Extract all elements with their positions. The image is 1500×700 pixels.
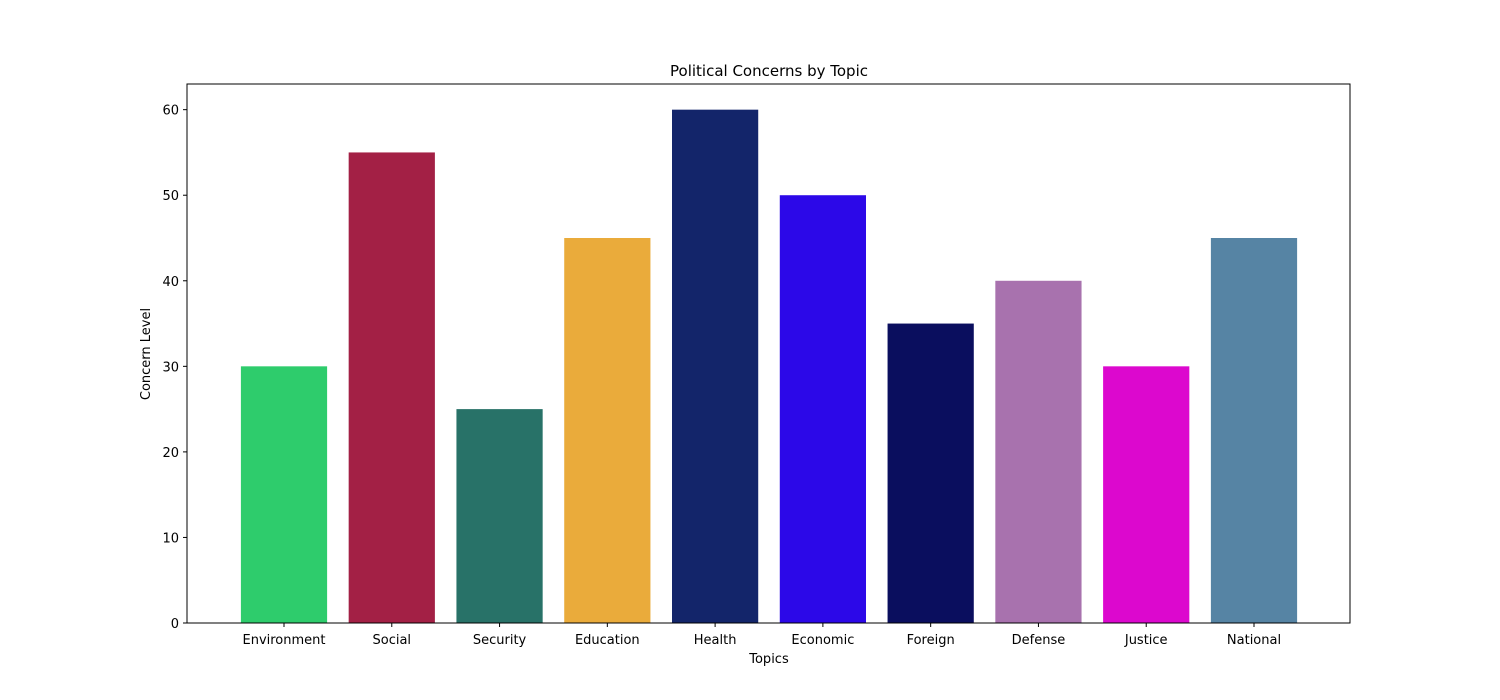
bar-economic bbox=[779, 195, 866, 623]
bar-environment bbox=[240, 366, 328, 623]
bar-security bbox=[456, 409, 543, 623]
bar-education bbox=[564, 238, 651, 623]
y-tick-label: 30 bbox=[162, 360, 179, 375]
x-axis: Environment Social Security Education Health… bbox=[242, 623, 1281, 648]
y-tick-label: 10 bbox=[162, 531, 179, 546]
plot-frame bbox=[186, 83, 1351, 624]
bars-group bbox=[240, 109, 1298, 624]
x-tick-label: Justice bbox=[1124, 633, 1168, 648]
x-tick-label: Foreign bbox=[907, 633, 955, 648]
x-tick-label: Defense bbox=[1012, 633, 1066, 648]
bar-national bbox=[1210, 238, 1298, 623]
y-tick-label: 0 bbox=[171, 617, 179, 632]
x-tick-label: Security bbox=[473, 633, 527, 648]
y-axis-label: Concern Level bbox=[139, 308, 154, 400]
y-axis: 0 10 20 30 40 50 60 bbox=[162, 104, 187, 632]
bar-justice bbox=[1103, 366, 1190, 623]
x-tick-label: Education bbox=[575, 633, 640, 648]
bar-foreign bbox=[887, 323, 974, 623]
x-tick-label: National bbox=[1227, 633, 1281, 648]
x-tick-label: Environment bbox=[242, 633, 325, 648]
x-tick-label: Social bbox=[373, 633, 412, 648]
y-tick-label: 20 bbox=[162, 446, 179, 461]
y-tick-label: 50 bbox=[162, 189, 179, 204]
x-tick-label: Economic bbox=[791, 633, 854, 648]
bar-social bbox=[348, 152, 435, 623]
bar-defense bbox=[995, 280, 1082, 623]
x-axis-label: Topics bbox=[748, 652, 789, 667]
x-tick-label: Health bbox=[694, 633, 737, 648]
chart-title: Political Concerns by Topic bbox=[670, 62, 868, 80]
y-tick-label: 60 bbox=[162, 104, 179, 119]
bar-health bbox=[672, 109, 759, 624]
y-tick-label: 40 bbox=[162, 275, 179, 290]
